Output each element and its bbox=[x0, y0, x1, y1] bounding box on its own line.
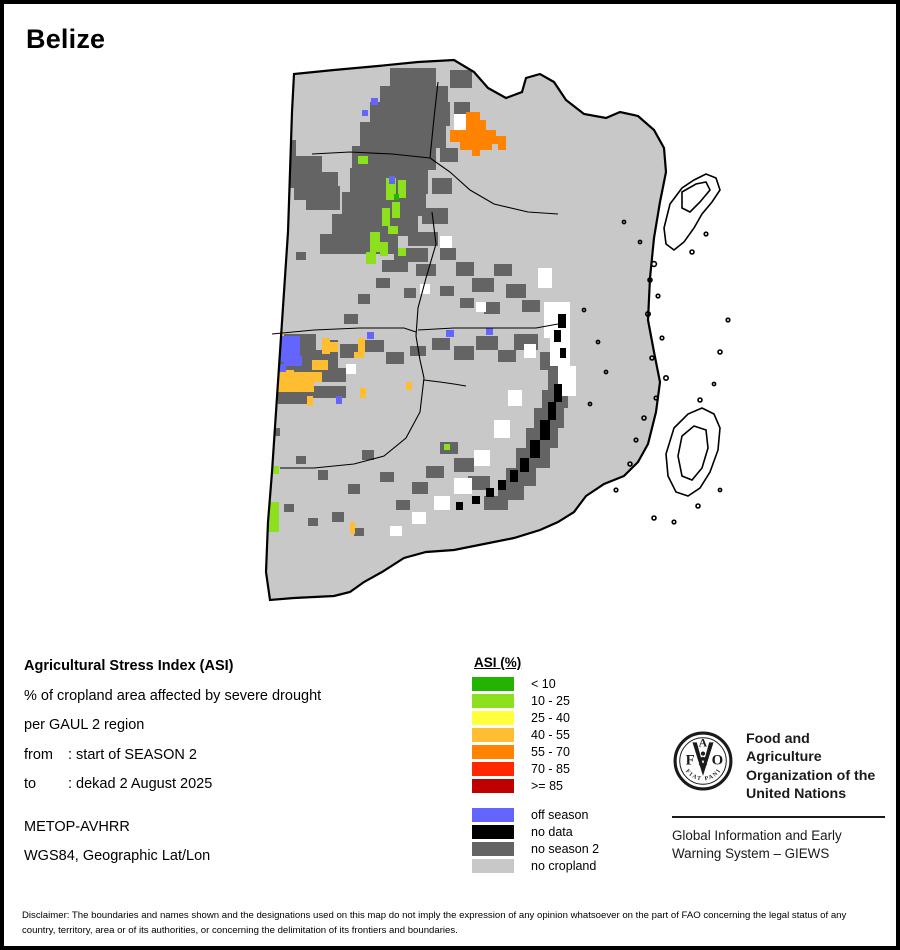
svg-text:A: A bbox=[699, 737, 708, 750]
legend-class-row: 70 - 85 bbox=[472, 760, 662, 777]
legend-class-swatch bbox=[472, 778, 514, 793]
legend-special-swatch bbox=[472, 807, 514, 822]
legend-special-row: no data bbox=[472, 823, 662, 840]
legend-special-label: off season bbox=[531, 807, 589, 822]
map-canvas bbox=[154, 52, 754, 632]
legend-class-swatch bbox=[472, 744, 514, 759]
giews-label: Global Information and Early Warning Sys… bbox=[672, 827, 842, 861]
fao-organization-name: Food and Agriculture Organization of the… bbox=[746, 731, 876, 803]
legend-special-list: off season no data no season 2 no cropland bbox=[472, 806, 662, 874]
legend-class-label: 10 - 25 bbox=[531, 693, 570, 708]
legend-class-swatch bbox=[472, 693, 514, 708]
legend-spacer bbox=[472, 794, 662, 806]
from-value: : start of SEASON 2 bbox=[68, 746, 197, 763]
layer-asi-55-70 bbox=[450, 112, 506, 156]
fao-logo-row: F A O FIAT PANIS Food and Agriculture Or… bbox=[672, 730, 887, 804]
legend-special-swatch bbox=[472, 858, 514, 873]
legend-class-row: >= 85 bbox=[472, 777, 662, 794]
layer-country-outline bbox=[264, 58, 668, 602]
legend-class-label: >= 85 bbox=[531, 778, 563, 793]
legend-class-swatch bbox=[472, 727, 514, 742]
fao-emblem-icon: F A O FIAT PANIS bbox=[672, 730, 733, 791]
to-label: to bbox=[24, 776, 37, 792]
legend-special-row: off season bbox=[472, 806, 662, 823]
legend-special-label: no season 2 bbox=[531, 841, 600, 856]
legend-special-label: no cropland bbox=[531, 858, 597, 873]
legend-special-swatch bbox=[472, 824, 514, 839]
legend-class-row: 25 - 40 bbox=[472, 709, 662, 726]
caption-from-row: from : start of SEASON 2 bbox=[24, 746, 454, 763]
legend-class-label: 40 - 55 bbox=[531, 727, 570, 742]
disclaimer-text: Disclaimer: The boundaries and names sho… bbox=[22, 910, 847, 936]
map-layers bbox=[264, 58, 731, 602]
legend-special-swatch bbox=[472, 841, 514, 856]
legend-class-label: 70 - 85 bbox=[531, 761, 570, 776]
svg-text:F: F bbox=[686, 753, 695, 769]
legend-class-row: 55 - 70 bbox=[472, 743, 662, 760]
from-label: from bbox=[24, 746, 53, 763]
belize-asi-map bbox=[264, 58, 731, 602]
legend-class-swatch bbox=[472, 761, 514, 776]
legend-special-row: no cropland bbox=[472, 857, 662, 874]
legend-class-label: 55 - 70 bbox=[531, 744, 570, 759]
layer-asi-lt-10 bbox=[394, 194, 399, 200]
caption-heading: Agricultural Stress Index (ASI) bbox=[24, 658, 234, 674]
sensor-label: METOP-AVHRR bbox=[24, 818, 130, 835]
page-title: Belize bbox=[26, 24, 106, 54]
to-value: : dekad 2 August 2025 bbox=[68, 776, 213, 792]
svg-text:O: O bbox=[712, 753, 724, 769]
caption-block: Agricultural Stress Index (ASI) % of cro… bbox=[24, 659, 454, 879]
caption-line-2: per GAUL 2 region bbox=[24, 717, 145, 733]
legend-class-label: < 10 bbox=[531, 676, 556, 691]
fao-branding: F A O FIAT PANIS Food and Agriculture Or… bbox=[672, 730, 887, 862]
legend-class-row: < 10 bbox=[472, 675, 662, 692]
legend-special-label: no data bbox=[531, 824, 573, 839]
layer-cays bbox=[581, 173, 731, 525]
projection-label: WGS84, Geographic Lat/Lon bbox=[24, 848, 211, 864]
legend-class-swatch bbox=[472, 676, 514, 691]
legend-class-row: 10 - 25 bbox=[472, 692, 662, 709]
caption-spacer bbox=[24, 807, 454, 820]
layer-no-data bbox=[456, 314, 566, 510]
legend-class-row: 40 - 55 bbox=[472, 726, 662, 743]
caption-to-row: to : dekad 2 August 2025 bbox=[24, 777, 454, 792]
legend-special-row: no season 2 bbox=[472, 840, 662, 857]
legend: ASI (%) < 10 10 - 25 25 - 40 40 - 55 55 - 70… bbox=[472, 655, 662, 874]
legend-class-swatch bbox=[472, 710, 514, 725]
legend-class-list: < 10 10 - 25 25 - 40 40 - 55 55 - 70 70 - 85 >… bbox=[472, 675, 662, 794]
layer-district-boundaries bbox=[271, 81, 559, 469]
fao-divider bbox=[672, 815, 885, 818]
legend-class-label: 25 - 40 bbox=[531, 710, 570, 725]
legend-title: ASI (%) bbox=[474, 655, 522, 670]
caption-line-1: % of cropland area affected by severe dr… bbox=[24, 687, 322, 704]
